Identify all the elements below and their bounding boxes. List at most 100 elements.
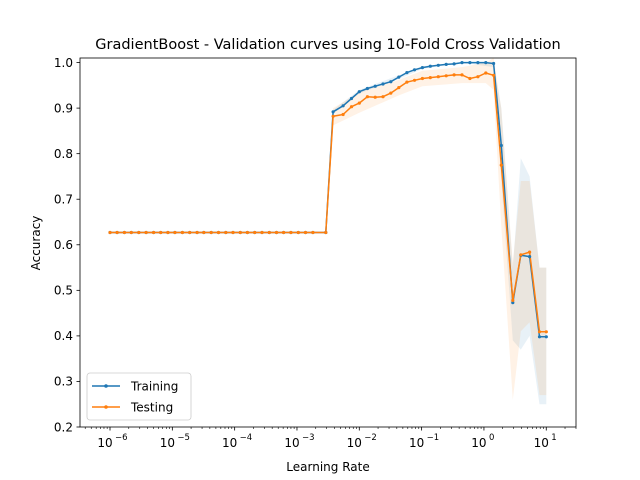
plot-frame xyxy=(79,57,577,428)
y-axis-ticks: 0.2 0.3 0.4 0.5 0.6 0.7 0.8 0.9 1.0 xyxy=(54,56,80,434)
legend: Training Testing xyxy=(86,372,192,421)
testing-point xyxy=(202,230,206,235)
training-point xyxy=(460,61,464,65)
y-tick-label: 0.3 xyxy=(54,375,73,389)
testing-point xyxy=(303,230,308,235)
testing-point xyxy=(397,86,401,90)
testing-point xyxy=(428,76,432,80)
testing-point xyxy=(544,330,548,334)
x-tick-exponent: −3 xyxy=(302,433,315,443)
y-tick-label: 0.2 xyxy=(54,420,73,434)
x-tick-exponent: 1 xyxy=(551,433,556,443)
testing-point xyxy=(224,230,228,235)
x-axis-ticks: 10 −6 10 −5 10 −4 10 −3 10 −2 10 −1 10 0 10 1 xyxy=(84,427,577,450)
testing-point xyxy=(324,230,328,235)
training-point xyxy=(389,80,393,84)
training-point xyxy=(373,84,377,88)
y-tick-label: 0.9 xyxy=(54,101,73,115)
testing-point xyxy=(460,73,464,77)
x-tick-label: 10 xyxy=(222,436,237,450)
testing-point xyxy=(436,75,440,79)
x-tick-exponent: −6 xyxy=(115,433,128,443)
testing-point xyxy=(144,230,148,235)
testing-point xyxy=(238,230,242,235)
x-tick-exponent: −5 xyxy=(177,433,190,443)
testing-point xyxy=(152,230,156,235)
training-point xyxy=(331,110,335,114)
y-tick-label: 0.4 xyxy=(54,329,73,343)
testing-point xyxy=(195,230,199,235)
training-point xyxy=(381,82,385,86)
testing-point xyxy=(420,76,424,81)
training-point xyxy=(452,62,456,66)
training-point xyxy=(537,335,542,339)
training-point xyxy=(341,104,345,108)
x-tick-exponent: −4 xyxy=(240,433,253,443)
series-markers xyxy=(108,61,548,339)
testing-point xyxy=(349,105,354,109)
testing-point xyxy=(260,230,264,235)
testing-point xyxy=(122,230,126,235)
x-tick-label: 10 xyxy=(347,436,362,450)
testing-point xyxy=(511,298,515,302)
x-tick-exponent: 0 xyxy=(489,433,494,443)
testing-point xyxy=(188,230,192,235)
training-point xyxy=(511,301,515,305)
training-point xyxy=(492,61,496,66)
legend-box xyxy=(86,372,192,421)
testing-point xyxy=(245,230,249,235)
x-tick-label: 10 xyxy=(409,436,424,450)
chart-title: GradientBoost - Validation curves using … xyxy=(95,37,560,53)
testing-point xyxy=(365,95,369,99)
testing-point xyxy=(311,230,315,235)
testing-point xyxy=(173,230,177,235)
testing-point xyxy=(231,230,235,235)
y-tick-label: 0.6 xyxy=(54,238,73,252)
testing-point xyxy=(528,250,532,254)
training-point xyxy=(357,90,361,94)
y-tick-label: 1.0 xyxy=(54,56,73,70)
testing-point xyxy=(405,80,409,84)
x-tick-exponent: −2 xyxy=(364,433,377,443)
testing-point xyxy=(216,230,221,235)
training-point xyxy=(544,335,548,339)
y-tick-label: 0.5 xyxy=(54,284,73,298)
training-point xyxy=(468,61,472,65)
testing-point xyxy=(519,253,523,257)
training-point xyxy=(499,143,503,148)
testing-point xyxy=(492,73,496,77)
testing-point xyxy=(282,230,286,235)
x-axis-label: Learning Rate xyxy=(286,460,369,474)
training-point xyxy=(528,255,532,259)
x-tick-exponent: −1 xyxy=(427,433,440,443)
training-point xyxy=(484,61,488,65)
legend-training-label: Training xyxy=(130,379,178,393)
x-tick-label: 10 xyxy=(97,436,112,450)
training-point xyxy=(365,86,369,91)
testing-point xyxy=(476,75,480,79)
x-tick-label: 10 xyxy=(160,436,175,450)
testing-point xyxy=(274,230,279,235)
training-point xyxy=(428,64,432,68)
testing-point xyxy=(357,101,361,105)
testing-point xyxy=(373,95,377,99)
testing-point xyxy=(484,71,488,75)
testing-point xyxy=(115,230,119,235)
testing-point xyxy=(412,78,417,82)
training-point xyxy=(405,71,409,75)
testing-point xyxy=(389,91,393,95)
testing-point xyxy=(108,230,112,235)
testing-point xyxy=(209,230,213,235)
testing-point xyxy=(331,114,335,118)
testing-point xyxy=(468,76,472,81)
testing-point xyxy=(499,163,503,167)
training-point xyxy=(412,68,417,72)
x-tick-label: 10 xyxy=(471,436,486,450)
training-point xyxy=(349,96,354,101)
legend-testing-label: Testing xyxy=(130,400,173,414)
training-point xyxy=(397,75,401,79)
y-tick-label: 0.7 xyxy=(54,193,73,207)
training-point xyxy=(420,66,424,70)
testing-point xyxy=(267,230,271,235)
